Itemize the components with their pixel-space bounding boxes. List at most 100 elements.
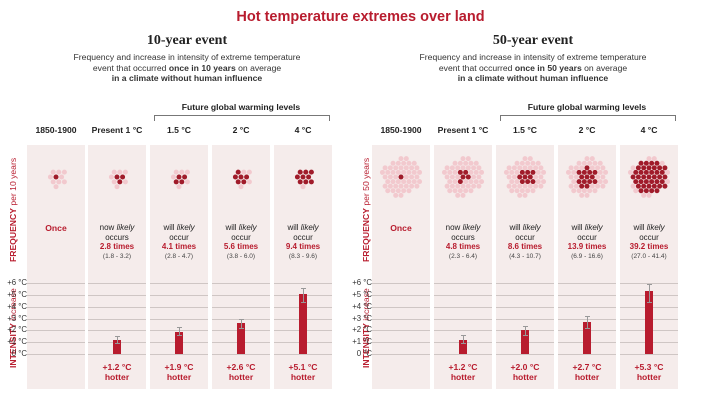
event-dot-occurring (527, 174, 533, 180)
event-dot (665, 169, 671, 175)
intensity-hotter: hotter (512, 372, 538, 382)
event-dot (114, 184, 120, 190)
event-dot (393, 192, 399, 198)
intensity-error-cap (522, 335, 528, 337)
event-dot (403, 165, 409, 171)
frequency-range: (27.0 - 41.4) (631, 252, 667, 260)
panel-subtitle: Frequency and increase in intensity of e… (363, 52, 703, 84)
event-dot-occurring (651, 165, 657, 171)
intensity-value: +1.9 °C (164, 362, 194, 372)
event-dot-occurring (303, 169, 309, 175)
gridline (558, 294, 616, 296)
intensity-hotter: hotter (290, 372, 316, 382)
event-dot (398, 183, 404, 189)
event-dot (184, 169, 190, 175)
event-dot (59, 174, 65, 180)
event-dot (449, 165, 455, 171)
event-dot-occurring (525, 169, 531, 175)
frequency-likelihood: will likely (208, 223, 274, 233)
event-dot (535, 160, 541, 166)
frequency-dot-cluster (232, 169, 252, 190)
frequency-likelihood-text: will (509, 223, 523, 232)
event-dot (122, 179, 128, 185)
intensity-bar (237, 323, 245, 354)
intensity-hotter: hotter (574, 372, 600, 382)
event-dot (506, 165, 512, 171)
event-dot (519, 160, 525, 166)
subtitle-line-2: event that occurred once in 10 years on … (17, 63, 357, 74)
event-dot-occurring (592, 179, 598, 185)
gridline (496, 283, 554, 284)
subtitle-line-3: in a climate without human influence (111, 73, 263, 83)
event-dot-occurring (576, 169, 582, 175)
future-warming-bracket (500, 115, 676, 121)
event-dot-occurring (654, 169, 660, 175)
y-tick-label: +5 °C (7, 289, 27, 299)
subtitle-text: on average (581, 62, 628, 73)
event-dot (411, 160, 417, 166)
event-dot (468, 169, 474, 175)
frequency-axis-label: FREQUENCY per 50 years (361, 158, 371, 262)
event-dot (571, 188, 577, 194)
event-dot (535, 179, 541, 185)
event-dot (122, 169, 128, 175)
event-dot-occurring (465, 174, 471, 180)
gridline (27, 283, 85, 284)
event-dot (390, 160, 396, 166)
event-dot-occurring (294, 174, 300, 180)
intensity-bar (175, 331, 183, 354)
intensity-label: +1.2 °C hotter (430, 362, 496, 382)
event-dot-occurring (303, 179, 309, 185)
frequency-axis-label-bold: FREQUENCY (8, 208, 18, 262)
event-dot-occurring (654, 188, 660, 194)
gridline (27, 294, 85, 296)
event-dot (641, 192, 647, 198)
event-dot (406, 179, 412, 185)
event-dot (455, 174, 461, 180)
event-dot (587, 188, 593, 194)
frequency-likelihood: will likely (554, 223, 620, 233)
event-dot (300, 184, 306, 190)
event-dot (417, 179, 423, 185)
event-dot (595, 165, 601, 171)
intensity-error-bar (524, 325, 526, 336)
event-dot-occurring (53, 174, 59, 180)
event-dot (390, 188, 396, 194)
intensity-bar (459, 339, 467, 354)
frequency-label: now likely occurs 2.8 times (1.8 - 3.2) (84, 223, 150, 261)
event-dot (514, 188, 520, 194)
gridline (88, 354, 146, 355)
intensity-bar (113, 339, 121, 354)
event-dot (525, 160, 531, 166)
intensity-value: +5.3 °C (634, 362, 664, 372)
event-dot (509, 179, 515, 185)
gridline (88, 330, 146, 332)
intensity-value: +2.6 °C (226, 362, 256, 372)
event-dot-occurring (519, 169, 525, 175)
intensity-hotter: hotter (450, 372, 476, 382)
event-dot (401, 160, 407, 166)
gridline (372, 294, 430, 296)
event-dot (184, 179, 190, 185)
gridline (27, 342, 85, 344)
subtitle-text: on average (235, 62, 282, 73)
frequency-verb: occurs (105, 232, 129, 242)
column-header: 1850-1900 (35, 125, 77, 135)
event-dot (457, 188, 463, 194)
event-dot (506, 174, 512, 180)
event-dot (457, 160, 463, 166)
frequency-verb: occur (231, 232, 251, 242)
event-dot (589, 156, 595, 162)
event-dot (414, 174, 420, 180)
event-dot (398, 192, 404, 198)
gridline (434, 294, 492, 296)
event-dot (573, 165, 579, 171)
gridline (88, 283, 146, 284)
event-dot-occurring (244, 174, 250, 180)
frequency-verb: occur (293, 232, 313, 242)
gridline (496, 354, 554, 355)
event-dot (603, 179, 609, 185)
subtitle-emphasis: once in 50 years (514, 62, 582, 73)
event-dot-occurring (579, 174, 585, 180)
event-dot (241, 169, 247, 175)
